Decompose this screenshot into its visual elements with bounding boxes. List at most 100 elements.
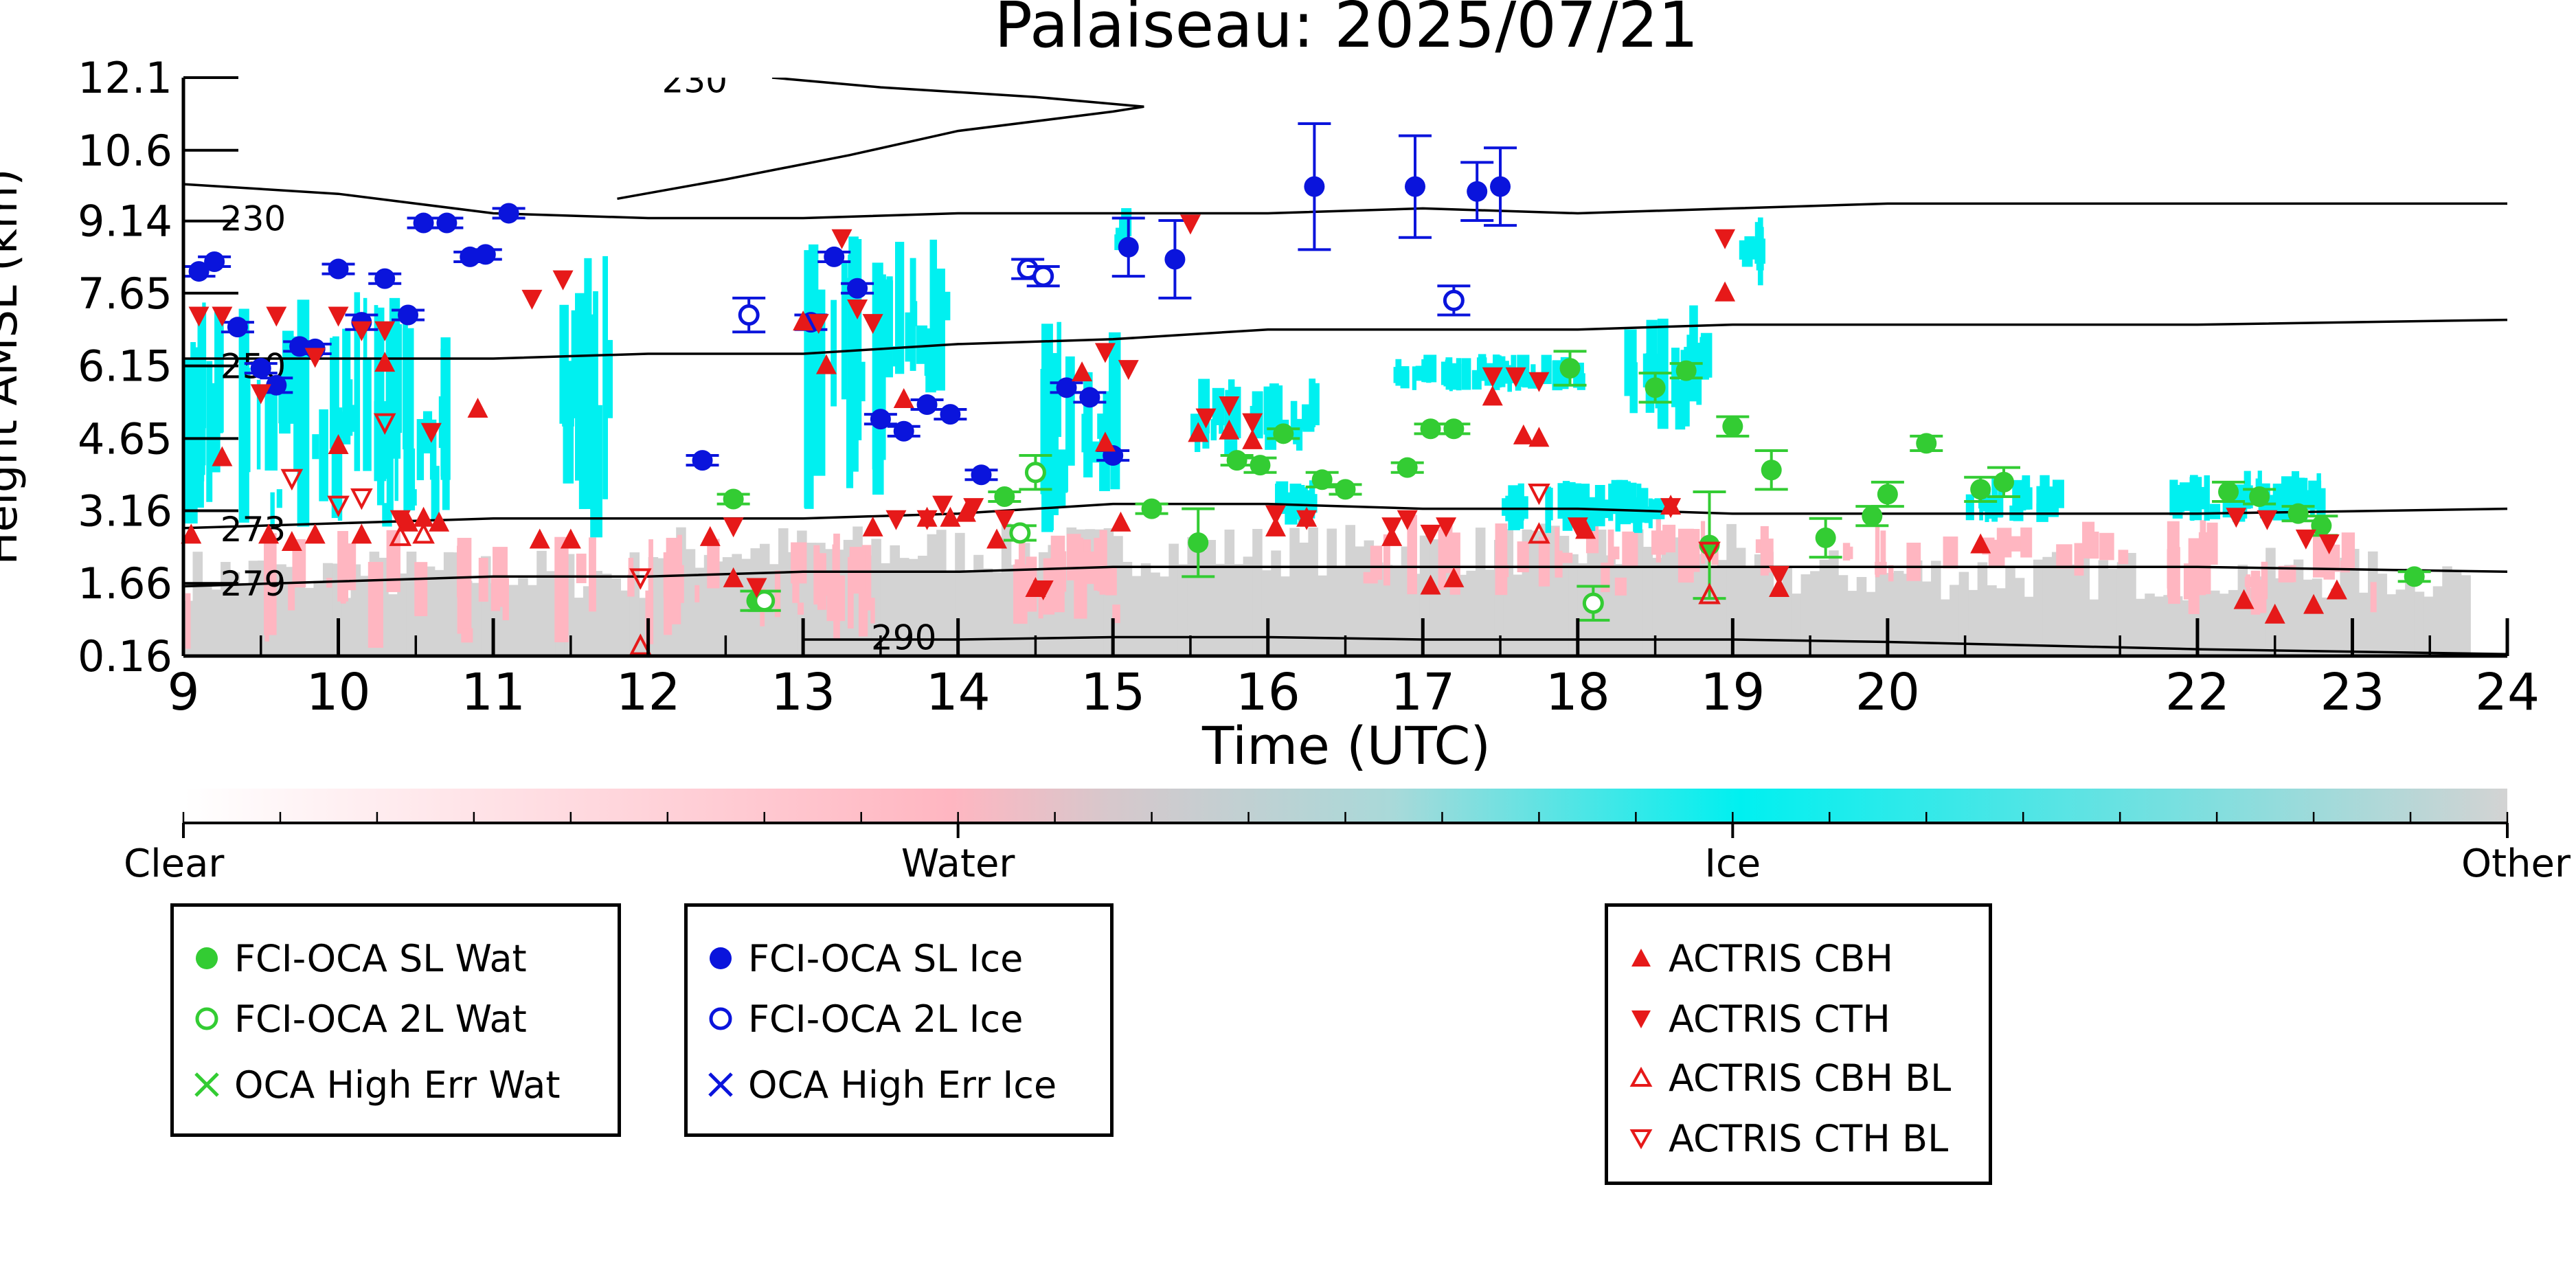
ice-cloud-patch — [363, 358, 372, 471]
ice-cloud-patch — [1423, 354, 1437, 383]
data-point — [1397, 510, 1418, 530]
liquid-cloud-patch — [478, 557, 488, 602]
data-point — [2218, 481, 2239, 502]
data-point — [1079, 387, 1100, 408]
legend-item-cth-bl: ACTRIS CTH BL — [1608, 1114, 1948, 1162]
liquid-cloud-patch — [870, 598, 875, 624]
data-point — [940, 404, 961, 425]
ice-cloud-patch — [385, 328, 390, 451]
data-point — [916, 394, 938, 416]
x-tick-label: 19 — [1700, 663, 1765, 722]
clutter-column — [1429, 539, 1439, 656]
clutter-column — [890, 545, 900, 656]
liquid-cloud-patch — [2341, 532, 2355, 571]
liquid-cloud-patch — [2183, 563, 2192, 600]
data-point — [2326, 579, 2347, 600]
liquid-cloud-patch — [1622, 531, 1638, 567]
clutter-column — [1977, 562, 1988, 656]
ice-cloud-patch — [853, 297, 860, 435]
legend-label: OCA High Err Wat — [234, 1063, 561, 1107]
ice-cloud-patch — [905, 312, 913, 362]
ice-cloud-patch — [264, 387, 278, 471]
data-point — [498, 203, 519, 224]
clutter-column — [2377, 574, 2388, 656]
data-point — [692, 450, 713, 471]
data-point — [1698, 541, 1721, 563]
liquid-cloud-patch — [2261, 561, 2268, 600]
clutter-column — [1856, 576, 1867, 656]
liquid-cloud-patch — [798, 602, 804, 615]
data-point — [1179, 214, 1201, 235]
data-point — [831, 229, 852, 249]
clutter-column — [2182, 600, 2192, 656]
clutter-column — [2405, 568, 2415, 656]
clutter-column — [611, 578, 622, 656]
ice-cloud-patch — [1393, 367, 1401, 383]
clutter-column — [545, 571, 556, 656]
data-point — [181, 523, 202, 544]
data-point — [1528, 427, 1550, 447]
clutter-column — [1568, 554, 1579, 656]
clutter-column — [1680, 558, 1691, 656]
liquid-cloud-patch — [1662, 524, 1676, 553]
clutter-column — [1355, 546, 1365, 656]
liquid-cloud-patch — [648, 539, 653, 591]
data-point — [986, 528, 1008, 549]
ice-cloud-patch — [1608, 484, 1614, 521]
liquid-cloud-patch — [824, 572, 839, 596]
clutter-column — [1298, 542, 1309, 656]
liquid-cloud-patch — [1943, 536, 1958, 569]
liquid-cloud-patch — [664, 592, 673, 635]
ice-cloud-patch — [1476, 357, 1487, 381]
data-point — [1273, 423, 1294, 444]
clutter-column — [341, 598, 352, 656]
ice-cloud-patch — [1966, 498, 1971, 518]
ice-cloud-patch — [1304, 490, 1311, 524]
data-point — [398, 304, 419, 326]
isotherm-line — [183, 502, 2507, 530]
data-point — [994, 510, 1015, 530]
data-point — [374, 321, 396, 341]
legend-item-sl-ice: FCI-OCA SL Ice — [688, 934, 1023, 982]
data-point — [328, 306, 349, 327]
clutter-column — [1940, 599, 1951, 656]
legend-item-err-wat: OCA High Err Wat — [174, 1061, 561, 1109]
ice-cloud-patch — [2209, 504, 2221, 519]
liquid-cloud-patch — [1880, 530, 1886, 564]
liquid-cloud-patch — [1105, 567, 1117, 596]
ice-cloud-patch — [1298, 485, 1305, 516]
data-point — [460, 246, 481, 267]
ice-cloud-patch — [1684, 346, 1690, 427]
clutter-column — [202, 585, 212, 656]
ice-cloud-patch — [1700, 332, 1713, 378]
liquid-cloud-patch — [2099, 532, 2114, 561]
data-point — [389, 510, 411, 530]
ice-cloud-patch — [1233, 386, 1241, 438]
legend-label: FCI-OCA SL Wat — [234, 936, 527, 980]
clutter-column — [574, 598, 584, 656]
ice-cloud-patch — [395, 324, 403, 433]
clutter-column — [964, 572, 975, 656]
data-point — [1436, 517, 1457, 538]
liquid-cloud-patch — [1711, 550, 1719, 565]
data-point — [1660, 498, 1682, 519]
data-point — [327, 495, 350, 517]
clutter-column — [685, 549, 696, 656]
data-point — [1164, 249, 1186, 270]
data-point — [1296, 510, 1318, 530]
clutter-column — [2386, 594, 2397, 656]
clutter-column — [2219, 594, 2230, 656]
x-tick-label: 23 — [2320, 663, 2384, 722]
ice-cloud-patch — [1615, 504, 1620, 532]
clutter-column — [211, 589, 222, 656]
data-point — [436, 212, 457, 234]
data-point — [2303, 594, 2325, 614]
ice-cloud-patch — [886, 276, 893, 328]
legend-water: FCI-OCA SL Wat FCI-OCA 2L Wat OCA High E… — [170, 903, 621, 1137]
clutter-column — [1698, 554, 1709, 656]
data-point — [1528, 483, 1550, 506]
ice-cloud-patch — [374, 305, 379, 422]
data-point — [1110, 511, 1131, 532]
ice-cloud-patch — [1646, 319, 1658, 383]
data-point — [1916, 433, 1937, 454]
